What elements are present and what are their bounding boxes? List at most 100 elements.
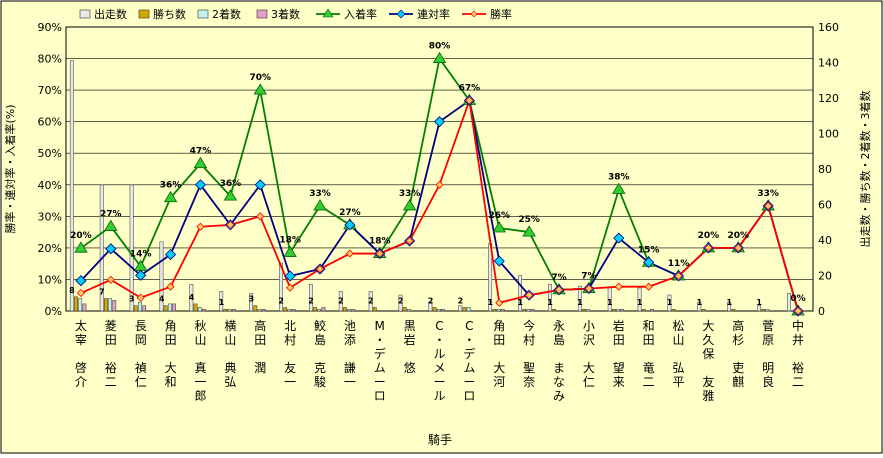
x-tick-char: ー: [374, 375, 386, 389]
bar-data-label: 2: [368, 296, 374, 305]
legend-marker-place_rate: [322, 8, 334, 18]
legend-marker-win_rate: [470, 10, 478, 18]
place-rate-data-label: 15%: [638, 245, 660, 255]
bar-thirds: [112, 300, 117, 312]
x-tick-label: 岩田 望来岩田望来: [613, 318, 625, 389]
bar-wins: [163, 305, 168, 312]
bar-starts: [129, 184, 134, 312]
bar-data-label: 2: [338, 296, 344, 305]
bar-seconds: [227, 308, 232, 312]
x-tick-char: 角: [493, 319, 505, 333]
bar-seconds: [287, 308, 292, 312]
y-axis-left-label: 勝率・連対率・入着率(%): [3, 104, 17, 233]
bar-data-label: 1: [756, 298, 762, 307]
x-tick-char: 今: [523, 318, 535, 333]
bar-thirds: [650, 308, 655, 312]
bar-thirds: [441, 308, 445, 312]
marker-win_rate: [315, 264, 325, 274]
bar-wins: [253, 305, 258, 312]
bar-seconds: [616, 308, 620, 312]
marker-win_rate: [375, 249, 384, 258]
x-tick-char: 田: [613, 333, 625, 347]
x-tick-char: 角: [165, 319, 177, 333]
x-tick-char: 宰: [75, 332, 87, 347]
bar-data-label: 4: [189, 293, 195, 302]
place-rate-data-label: 38%: [608, 173, 630, 183]
x-tick-char: 裕: [792, 360, 804, 375]
marker-win_rate: [465, 96, 474, 105]
x-tick-char: C: [465, 319, 473, 333]
y-right-tick-label: 120: [818, 92, 839, 105]
x-tick-char: ル: [433, 389, 445, 403]
x-tick-char: 吏: [732, 360, 744, 375]
x-tick-char: デ: [374, 346, 386, 361]
x-tick-char: メ: [433, 361, 445, 375]
place-rate-data-label: 20%: [70, 231, 92, 241]
legend-label-thirds: 3着数: [271, 7, 300, 21]
place-rate-data-label: 70%: [249, 73, 271, 83]
y-left-tick-label: 20%: [38, 242, 62, 255]
x-tick-label: 長岡 禎仁長岡禎仁: [135, 319, 147, 389]
bar-starts: [368, 291, 373, 312]
marker-place_rate: [104, 219, 118, 231]
x-tick-char: 中: [792, 318, 804, 333]
place-rate-data-label: 20%: [698, 231, 720, 241]
x-tick-char: 和: [165, 375, 177, 389]
x-tick-label: 高杉 吏麒高杉吏麒: [732, 318, 744, 389]
x-tick-char: 二: [105, 375, 117, 389]
bar-wins: [74, 296, 78, 312]
marker-top2_rate: [194, 179, 207, 191]
place-rate-data-label: 7%: [551, 273, 566, 283]
y-left-tick-label: 10%: [38, 273, 62, 286]
legend-label-starts: 出走数: [94, 7, 127, 21]
marker-top2_rate: [165, 248, 177, 261]
x-tick-char: 山: [194, 333, 206, 347]
place-rate-data-label: 47%: [190, 147, 212, 157]
legend-marker-top2_rate: [396, 9, 406, 19]
marker-win_rate: [196, 222, 205, 231]
bar-data-label: 1: [547, 298, 553, 307]
bar-seconds: [406, 308, 411, 312]
marker-top2_rate: [493, 255, 505, 267]
x-tick-char: 田: [254, 333, 266, 347]
x-tick-char: 杉: [732, 333, 744, 347]
bar-thirds: [142, 305, 147, 312]
x-tick-char: 島: [553, 332, 565, 347]
axes: 0%10%20%30%40%50%60%70%80%90%02040608010…: [38, 21, 839, 403]
marker-win_rate: [345, 249, 354, 258]
x-tick-char: 高: [254, 318, 266, 333]
bar-thirds: [172, 303, 176, 312]
bar-thirds: [291, 308, 296, 312]
marker-place_rate: [163, 190, 178, 203]
x-tick-char: 潤: [254, 361, 266, 375]
x-tick-char: ・: [433, 333, 445, 347]
bar-wins: [402, 307, 407, 312]
x-tick-char: 裕: [105, 360, 117, 375]
bar-data-label: 7: [99, 288, 105, 297]
x-tick-char: な: [553, 375, 565, 389]
legend-label-seconds: 2着数: [212, 7, 241, 21]
x-tick-label: 大久保 友雅大久保友雅: [702, 319, 714, 403]
bar-data-label: 1: [219, 298, 225, 307]
bar-seconds: [496, 308, 501, 312]
x-tick-char: 田: [493, 333, 505, 347]
x-tick-char: 平: [673, 375, 685, 389]
place-rate-data-label: 20%: [728, 231, 750, 241]
y-right-tick-label: 60: [818, 199, 832, 212]
x-tick-char: 一: [344, 375, 356, 389]
x-tick-char: 悠: [404, 360, 416, 375]
bar-seconds: [347, 308, 352, 312]
y-left-tick-label: 40%: [38, 179, 62, 192]
marker-win_rate: [674, 271, 683, 281]
x-tick-label: 高田 潤高田潤: [254, 318, 266, 375]
x-tick-char: 田: [643, 333, 655, 347]
bar-seconds: [526, 308, 531, 312]
marker-win_rate: [554, 285, 564, 294]
legend-swatch-seconds: [197, 9, 209, 19]
place-rate-data-label: 36%: [160, 181, 182, 191]
bar-starts: [249, 293, 254, 312]
place-rate-data-label: 7%: [581, 272, 596, 282]
x-tick-label: 鮫島 克駿鮫島克駿: [314, 318, 326, 389]
x-tick-char: 弘: [224, 375, 236, 389]
